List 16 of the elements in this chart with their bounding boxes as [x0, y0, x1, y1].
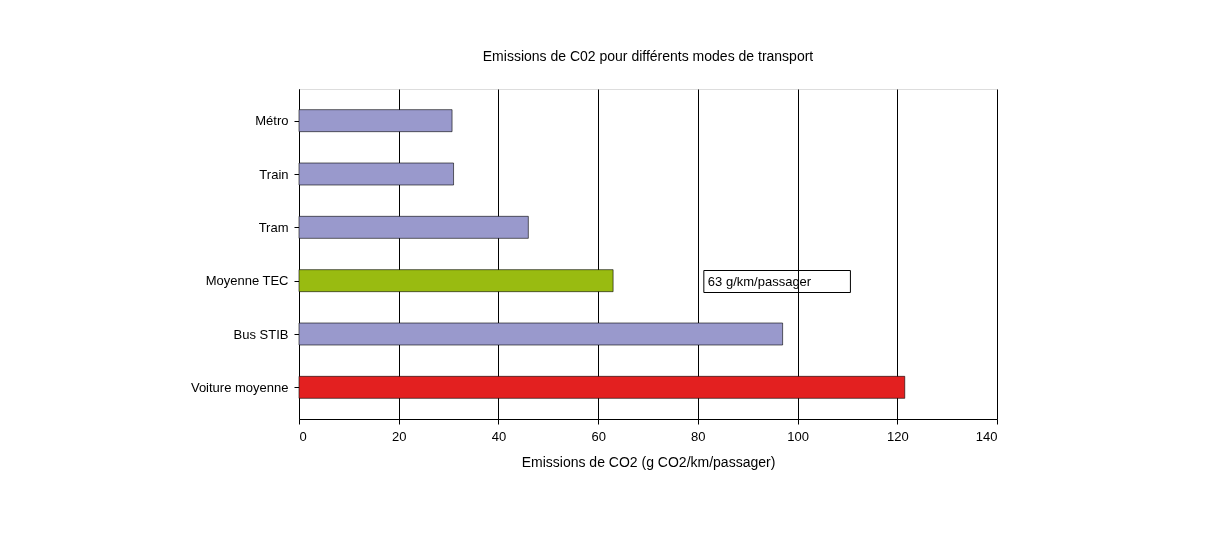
y-tick-label: Bus STIB	[233, 326, 289, 342]
x-tick-label: 40	[491, 428, 507, 444]
x-tick-label: 80	[691, 428, 706, 444]
y-tick-label: Tram	[258, 219, 289, 235]
y-tick-label: Voiture moyenne	[190, 379, 289, 395]
x-tick-label: 20	[391, 428, 407, 444]
y-tick-label: Moyenne TEC	[205, 273, 289, 289]
x-tick-label: 60	[591, 428, 606, 444]
x-tick-label: 140	[975, 428, 998, 444]
x-tick-label: 0	[299, 428, 307, 444]
chart-title: Emissions de C02 pour différents modes de transport	[482, 48, 814, 64]
x-tick-label: 120	[886, 428, 909, 444]
x-axis-title: Emissions de CO2 (g CO2/km/passager)	[521, 453, 776, 470]
y-tick-label: Train	[259, 166, 289, 182]
x-tick-label: 100	[787, 428, 809, 444]
y-tick-label: Métro	[255, 113, 289, 129]
